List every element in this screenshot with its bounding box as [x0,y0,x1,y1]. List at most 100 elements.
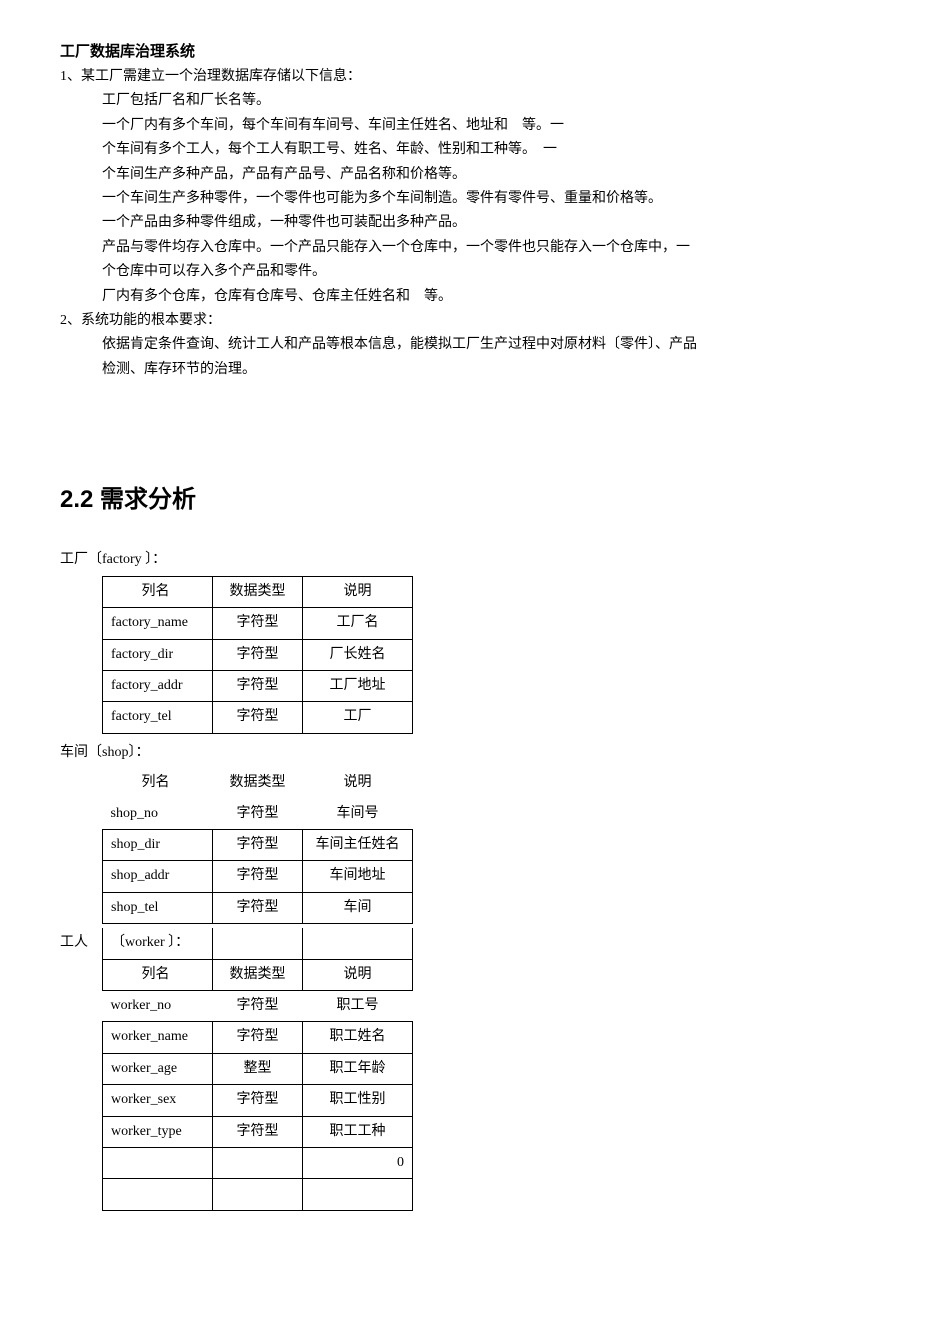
item-1-line-2: 个车间有多个工人，每个工人有职工号、姓名、年龄、性别和工种等。 一 [102,139,890,161]
cell: 字符型 [213,990,303,1021]
cell: factory_addr [103,671,213,702]
cell: factory_tel [103,702,213,733]
item-1-line-5: 一个产品由多种零件组成，一种零件也可装配出多种产品。 [102,212,890,234]
cell: 0 [303,1147,413,1178]
cell: 职工姓名 [303,1022,413,1053]
cell: 车间 [303,892,413,923]
header-col3: 说明 [303,576,413,607]
cell: 字符型 [213,1085,303,1116]
worker-label-row: 〔worker 〕： [103,928,413,959]
cell: 字符型 [213,639,303,670]
cell: 职工工种 [303,1116,413,1147]
shop-suffix: 〔shop〕： [88,745,149,760]
cell: worker_age [103,1053,213,1084]
cell: 字符型 [213,892,303,923]
table-row: worker_no 字符型 职工号 [103,990,413,1021]
cell: 职工号 [303,990,413,1021]
item-1-line-7: 个仓库中可以存入多个产品和零件。 [102,261,890,283]
header-col1: 列名 [103,959,213,990]
factory-table: 列名 数据类型 说明 factory_name 字符型 工厂名 factory_… [102,576,413,734]
worker-suffix: 〔worker 〕： [103,928,213,959]
header-col1: 列名 [103,576,213,607]
item-2-prefix: 2、 [60,313,81,328]
cell: 字符型 [213,861,303,892]
cell: worker_no [103,990,213,1021]
cell: shop_no [103,799,213,830]
table-row: factory_name 字符型 工厂名 [103,608,413,639]
cell: 字符型 [213,608,303,639]
cell: 车间主任姓名 [303,829,413,860]
cell: 字符型 [213,799,303,830]
header-col1: 列名 [103,768,213,798]
cell: shop_dir [103,829,213,860]
item-1-line-1: 一个厂内有多个车间，每个车间有车间号、车间主任姓名、地址和 等。一 [102,115,890,137]
header-col2: 数据类型 [213,959,303,990]
factory-suffix: 〔factory 〕： [88,552,166,567]
cell: worker_sex [103,1085,213,1116]
table-row: shop_addr 字符型 车间地址 [103,861,413,892]
table-row: worker_type 字符型 职工工种 [103,1116,413,1147]
header-col2: 数据类型 [213,768,303,798]
item-1: 1、某工厂需建立一个治理数据库存储以下信息： [60,66,890,88]
cell: 字符型 [213,1116,303,1147]
cell: 职工年龄 [303,1053,413,1084]
cell-empty [303,928,413,959]
cell: factory_name [103,608,213,639]
cell: 整型 [213,1053,303,1084]
table-row: shop_dir 字符型 车间主任姓名 [103,829,413,860]
cell-empty [303,1179,413,1210]
item-1-line-8: 厂内有多个仓库，仓库有仓库号、仓库主任姓名和 等。 [102,286,890,308]
cell-empty [213,1179,303,1210]
table-row: shop_no 字符型 车间号 [103,799,413,830]
item-1-line-4: 一个车间生产多种零件，一个零件也可能为多个车间制造。零件有零件号、重量和价格等。 [102,188,890,210]
item-1-line-0: 工厂包括厂名和厂长名等。 [102,90,890,112]
table-header-row: 列名 数据类型 说明 [103,576,413,607]
cell: 字符型 [213,702,303,733]
cell: shop_addr [103,861,213,892]
item-2: 2、系统功能的根本要求： [60,310,890,332]
header-col3: 说明 [303,768,413,798]
item-1-line-6: 产品与零件均存入仓库中。一个产品只能存入一个仓库中，一个零件也只能存入一个仓库中… [102,237,890,259]
cell: 职工性别 [303,1085,413,1116]
cell: shop_tel [103,892,213,923]
worker-table: 〔worker 〕： 列名 数据类型 说明 worker_no 字符型 职工号 … [102,928,413,1211]
cell: 车间地址 [303,861,413,892]
item-1-text: 某工厂需建立一个治理数据库存储以下信息： [81,69,361,84]
table-row: worker_age 整型 职工年龄 [103,1053,413,1084]
cell-empty [213,1147,303,1178]
table-row: factory_dir 字符型 厂长姓名 [103,639,413,670]
cell: 字符型 [213,671,303,702]
cell: 车间号 [303,799,413,830]
table-row: worker_name 字符型 职工姓名 [103,1022,413,1053]
table-row: 0 [103,1147,413,1178]
cell: worker_type [103,1116,213,1147]
shop-prefix: 车间 [60,745,88,760]
cell-empty [213,928,303,959]
item-1-line-3: 个车间生产多种产品，产品有产品号、产品名称和价格等。 [102,164,890,186]
worker-prefix: 工人 [60,932,102,954]
cell: 工厂名 [303,608,413,639]
header-col2: 数据类型 [213,576,303,607]
cell: 工厂 [303,702,413,733]
shop-table: 列名 数据类型 说明 shop_no 字符型 车间号 shop_dir 字符型 … [102,768,413,924]
section-heading: 2.2 需求分析 [60,481,890,519]
document-title: 工厂数据库治理系统 [60,40,890,64]
table-row: factory_tel 字符型 工厂 [103,702,413,733]
factory-label: 工厂〔factory 〕： [60,549,890,571]
cell: 厂长姓名 [303,639,413,670]
item-2-text: 系统功能的根本要求： [81,313,221,328]
item-2-line-1: 检测、库存环节的治理。 [102,359,890,381]
item-1-prefix: 1、 [60,69,81,84]
table-row [103,1179,413,1210]
cell-empty [103,1147,213,1178]
table-header-row: 列名 数据类型 说明 [103,959,413,990]
table-header-row: 列名 数据类型 说明 [103,768,413,798]
header-col3: 说明 [303,959,413,990]
table-row: factory_addr 字符型 工厂地址 [103,671,413,702]
cell: 工厂地址 [303,671,413,702]
cell: worker_name [103,1022,213,1053]
cell: 字符型 [213,1022,303,1053]
table-row: shop_tel 字符型 车间 [103,892,413,923]
cell-empty [103,1179,213,1210]
cell: 字符型 [213,829,303,860]
